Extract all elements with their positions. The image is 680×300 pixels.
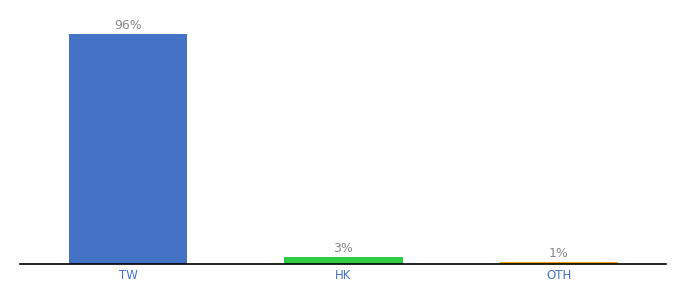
Text: 3%: 3% xyxy=(333,242,354,255)
Text: 96%: 96% xyxy=(114,19,142,32)
Bar xyxy=(69,34,187,264)
Bar xyxy=(284,257,403,264)
Text: 1%: 1% xyxy=(549,247,568,260)
Bar xyxy=(500,262,618,264)
